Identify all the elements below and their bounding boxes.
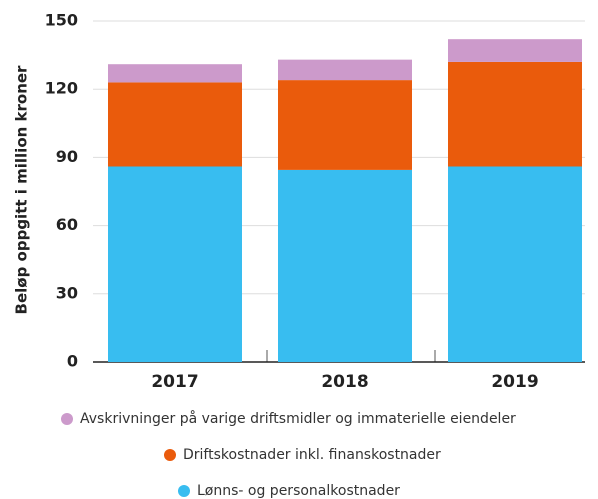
y-tick-label: 120	[45, 79, 78, 98]
x-tick-label: 2019	[491, 372, 538, 392]
x-tick-label: 2017	[151, 372, 198, 392]
x-tick-label: 2018	[321, 372, 368, 392]
bar-segment	[448, 39, 582, 62]
bar-segment	[448, 61, 582, 167]
legend-swatch	[61, 413, 73, 425]
y-tick-label: 30	[56, 283, 78, 302]
bar-segment	[278, 80, 412, 170]
legend-label: Avskrivninger på varige driftsmidler og …	[80, 410, 516, 427]
y-axis-label: Beløp oppgitt i million kroner	[13, 65, 31, 315]
y-tick-label: 150	[45, 11, 78, 30]
legend-swatch	[164, 449, 176, 461]
bar-segment	[278, 59, 412, 81]
bar-segment	[108, 64, 242, 83]
y-tick-label: 90	[56, 147, 78, 166]
bar-segment	[108, 82, 242, 167]
bar-segment	[448, 166, 582, 362]
bar-segment	[108, 166, 242, 362]
legend-label: Driftskostnader inkl. finanskostnader	[183, 447, 441, 463]
bar-segment	[278, 169, 412, 362]
y-tick-label: 0	[67, 352, 78, 371]
legend-label: Lønns- og personalkostnader	[197, 483, 400, 499]
y-tick-label: 60	[56, 215, 78, 234]
legend-swatch	[178, 485, 190, 497]
